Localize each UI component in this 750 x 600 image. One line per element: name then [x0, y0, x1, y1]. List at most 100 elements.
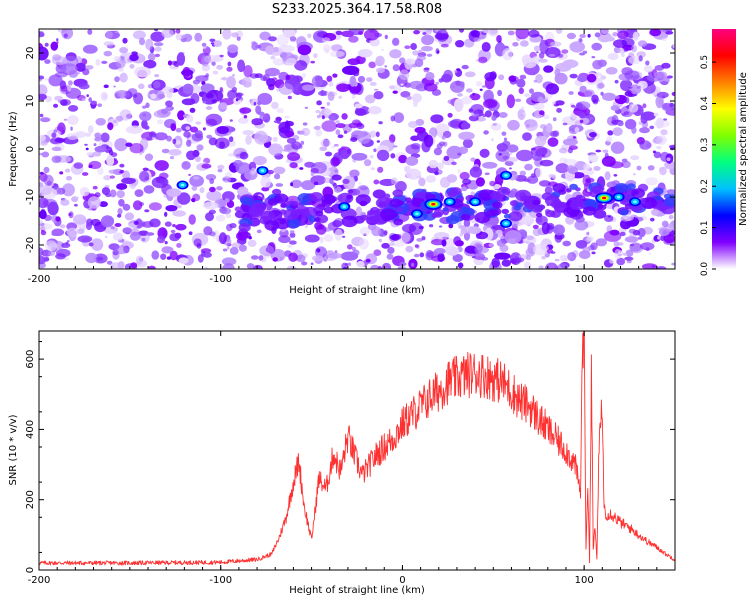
- heatmap-cell: [358, 182, 362, 185]
- heatmap-cell: [45, 240, 58, 251]
- heatmap-cell: [600, 29, 609, 35]
- heatmap-cell: [132, 200, 143, 211]
- heatmap-cell: [70, 126, 73, 131]
- y-tick-label: -10: [25, 189, 36, 205]
- heatmap-cell: [215, 214, 226, 222]
- heatmap-cell: [425, 175, 436, 183]
- heatmap-cell: [546, 248, 554, 254]
- heatmap-cell: [239, 107, 252, 114]
- heatmap-cell: [319, 236, 324, 244]
- y-tick-label: 400: [25, 420, 36, 439]
- heatmap-cell: [555, 163, 569, 174]
- heatmap-cell: [68, 213, 72, 216]
- heatmap-cell: [342, 65, 360, 76]
- heatmap-cell: [218, 232, 227, 245]
- heatmap-cell: [497, 89, 502, 97]
- heatmap-cell: [377, 266, 383, 269]
- heatmap-cell: [316, 100, 322, 106]
- heatmap-cell: [168, 149, 182, 156]
- heatmap-cell: [579, 33, 586, 39]
- heatmap-cell: [604, 152, 609, 159]
- heatmap-cell: [294, 60, 308, 71]
- heatmap-cell: [393, 112, 405, 123]
- heatmap-cell: [465, 88, 473, 93]
- heatmap-ridge-cell: [639, 197, 646, 203]
- hotspot-core: [447, 200, 452, 204]
- heatmap-cell: [154, 53, 160, 58]
- heatmap-ridge-cell: [341, 215, 358, 228]
- heatmap-cell: [453, 69, 458, 74]
- heatmap-cell: [549, 41, 562, 47]
- heatmap-ridge-cell: [375, 197, 392, 209]
- heatmap-cell: [561, 49, 569, 54]
- heatmap-cell: [384, 65, 388, 68]
- heatmap-cell: [621, 160, 631, 169]
- heatmap-cell: [369, 154, 374, 159]
- heatmap-cell: [378, 121, 383, 125]
- heatmap-cell: [231, 86, 237, 93]
- heatmap-cell: [398, 231, 411, 243]
- heatmap-cell: [455, 40, 465, 48]
- heatmap-cell: [275, 183, 284, 187]
- heatmap-cell: [254, 130, 268, 145]
- heatmap-cell: [82, 172, 89, 176]
- heatmap-cell: [160, 253, 167, 260]
- heatmap-cell: [484, 110, 492, 118]
- heatmap-cell: [320, 106, 325, 109]
- heatmap-cell: [114, 90, 130, 99]
- heatmap-cell: [273, 166, 286, 175]
- heatmap-cell: [335, 120, 340, 124]
- heatmap-cell: [378, 238, 382, 243]
- heatmap-cell: [476, 81, 483, 87]
- heatmap-cell: [354, 103, 363, 109]
- heatmap-cell: [381, 242, 390, 249]
- heatmap-cell: [301, 261, 308, 266]
- heatmap-cell: [219, 102, 228, 110]
- heatmap-cell: [504, 230, 522, 245]
- heatmap-cell: [557, 263, 569, 269]
- heatmap-cell: [138, 83, 145, 90]
- heatmap-cell: [114, 245, 129, 255]
- heatmap-cell: [454, 98, 464, 112]
- heatmap-cell: [139, 111, 152, 122]
- heatmap-ridge-cell: [264, 220, 280, 231]
- heatmap-cell: [51, 155, 62, 164]
- heatmap-cell: [236, 92, 242, 101]
- heatmap-cell: [238, 244, 247, 252]
- heatmap-cell: [348, 122, 359, 129]
- heatmap-cell: [435, 48, 440, 55]
- heatmap-cell: [296, 254, 306, 263]
- heatmap-cell: [210, 42, 215, 45]
- heatmap-cell: [566, 165, 576, 173]
- heatmap-cell: [473, 37, 481, 42]
- heatmap-cell: [506, 157, 518, 163]
- heatmap-ridge-cell: [393, 218, 404, 226]
- heatmap-cell: [153, 81, 161, 89]
- heatmap-cell: [45, 95, 52, 103]
- page-title: S233.2025.364.17.58.R08: [271, 2, 443, 17]
- heatmap-cell: [586, 231, 590, 236]
- heatmap-cell: [41, 151, 50, 158]
- heatmap-cell: [39, 93, 47, 101]
- heatmap-cell: [252, 264, 263, 269]
- heatmap-cell: [342, 178, 350, 185]
- heatmap-cell: [217, 168, 223, 173]
- heatmap-hotspot: [443, 197, 456, 207]
- heatmap-cell: [532, 243, 550, 256]
- heatmap-cell: [447, 112, 453, 118]
- heatmap-cell: [167, 60, 173, 66]
- heatmap-cell: [364, 159, 372, 167]
- heatmap-hotspot: [595, 192, 614, 204]
- heatmap-cell: [602, 92, 616, 102]
- heatmap-cell: [621, 158, 628, 163]
- heatmap-cell: [211, 99, 217, 104]
- heatmap-cell: [587, 33, 591, 38]
- heatmap-cell: [643, 65, 653, 73]
- heatmap-cell: [484, 72, 497, 82]
- x-tick-label: -200: [28, 575, 51, 586]
- heatmap-cell: [251, 118, 263, 126]
- heatmap-cell: [326, 101, 331, 106]
- heatmap-cell: [553, 224, 565, 236]
- heatmap-cell: [331, 145, 336, 149]
- heatmap-cell: [141, 221, 154, 228]
